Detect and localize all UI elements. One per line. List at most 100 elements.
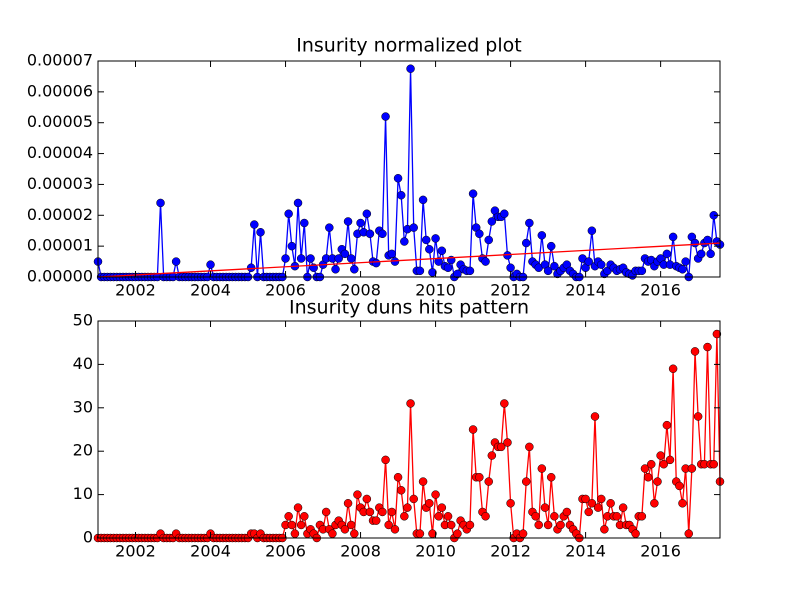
data-point (453, 529, 462, 538)
data-point (562, 507, 572, 517)
data-point (662, 249, 672, 259)
data-point (468, 425, 478, 434)
data-point (690, 238, 700, 248)
y-tick-label: 50 (73, 311, 93, 330)
data-point (378, 507, 387, 517)
data-point (331, 265, 340, 274)
y-tick-label: 0.00002 (27, 205, 93, 224)
data-point (587, 226, 597, 235)
data-point (465, 520, 475, 530)
data-point (425, 244, 434, 254)
data-point (500, 399, 509, 408)
data-point (525, 442, 534, 452)
data-point (525, 218, 534, 228)
data-point (531, 512, 540, 521)
y-tick-label: 10 (73, 484, 93, 503)
data-point (206, 260, 215, 269)
data-point (381, 112, 390, 121)
data-point (321, 507, 331, 517)
data-point (403, 503, 412, 512)
data-point (546, 472, 556, 482)
data-point (581, 494, 590, 504)
data-point (431, 490, 440, 499)
data-point (281, 254, 290, 263)
x-tick-label: 2002 (115, 542, 156, 561)
data-point (346, 254, 356, 263)
data-point (396, 486, 406, 495)
data-point (306, 254, 315, 263)
data-point (684, 529, 694, 538)
data-point (637, 512, 647, 521)
data-point (293, 198, 303, 208)
data-point (637, 266, 647, 276)
data-point (340, 525, 350, 534)
x-tick-label: 2010 (415, 281, 456, 300)
data-point (387, 507, 397, 517)
data-point (503, 438, 512, 447)
data-point (287, 520, 297, 530)
data-point (328, 529, 337, 538)
data-point (400, 237, 409, 246)
data-point (709, 459, 719, 469)
data-point (543, 266, 553, 276)
x-tick-label: 2012 (490, 542, 531, 561)
data-point (365, 229, 375, 239)
y-tick-label: 20 (73, 441, 93, 460)
data-point (534, 520, 543, 530)
chart-title: Insurity duns hits pattern (289, 297, 529, 319)
data-point (675, 481, 684, 491)
x-tick-label: 2006 (265, 542, 306, 561)
data-point (353, 490, 362, 499)
data-point (300, 218, 309, 228)
x-tick-label: 2014 (565, 542, 606, 561)
data-point (371, 516, 381, 525)
y-tick-label: 0.00000 (27, 267, 93, 286)
data-point (296, 254, 306, 263)
x-tick-label: 2008 (340, 281, 381, 300)
data-point (540, 503, 550, 512)
data-point (409, 494, 418, 504)
data-point (340, 249, 350, 259)
series-line (97, 242, 721, 278)
data-point (378, 229, 387, 239)
data-point (668, 364, 678, 373)
data-point (356, 218, 365, 228)
y-tick-label: 0.00005 (27, 112, 93, 131)
data-point (556, 520, 565, 530)
data-point (703, 342, 712, 352)
data-point (284, 209, 293, 218)
data-point (343, 217, 353, 226)
data-point (481, 257, 490, 266)
data-point (618, 503, 628, 512)
x-tick-label: 2004 (190, 281, 231, 300)
data-point (681, 257, 690, 266)
data-point (171, 257, 181, 266)
data-point (506, 263, 515, 272)
y-tick-label: 0 (83, 528, 93, 547)
axes-frame (97, 60, 721, 278)
data-point (487, 217, 497, 226)
data-point (484, 235, 493, 245)
data-point (484, 477, 493, 486)
y-tick-label: 0.00004 (27, 143, 93, 162)
data-point (537, 464, 547, 473)
x-tick-label: 2008 (340, 542, 381, 561)
data-point (406, 399, 415, 408)
data-point (606, 499, 615, 508)
data-point (668, 232, 678, 242)
data-point (543, 520, 553, 530)
x-tick-label: 2012 (490, 281, 531, 300)
data-point (656, 451, 665, 460)
data-point (678, 499, 687, 508)
data-point (506, 499, 515, 508)
data-point (643, 472, 653, 482)
data-point (659, 459, 668, 469)
data-point (475, 229, 484, 239)
data-point (662, 420, 672, 430)
data-point (371, 258, 381, 268)
data-point (481, 512, 490, 521)
data-point (384, 520, 393, 530)
data-point (550, 512, 559, 521)
